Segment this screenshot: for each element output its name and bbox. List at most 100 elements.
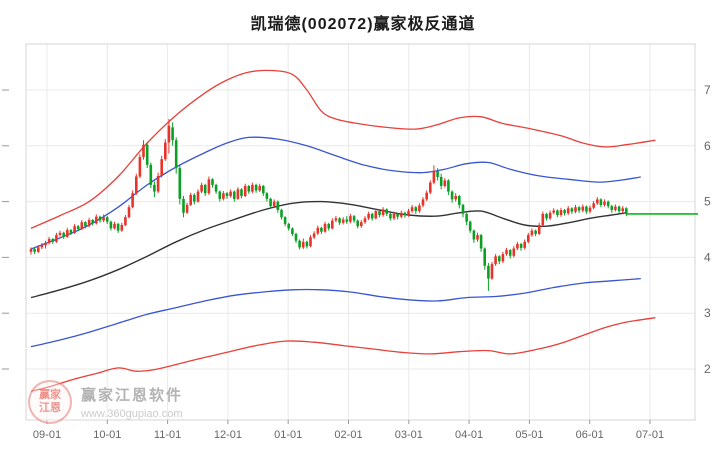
candle	[458, 196, 461, 205]
candle	[439, 177, 443, 186]
candle	[214, 184, 218, 192]
x-axis-label: 07-01	[636, 429, 664, 441]
candle	[392, 213, 396, 219]
candle	[301, 241, 305, 248]
candle	[370, 213, 374, 219]
candle	[138, 157, 142, 177]
candle	[233, 191, 236, 199]
y-axis-label: 4	[704, 250, 711, 264]
candle	[109, 221, 113, 229]
candle	[548, 212, 552, 219]
candle	[563, 210, 566, 214]
candle	[243, 186, 247, 196]
y-axis-label: 5	[704, 195, 711, 209]
plot-border	[25, 43, 696, 421]
candle	[127, 207, 131, 218]
candle	[312, 233, 316, 238]
candle	[76, 226, 80, 229]
candle	[341, 219, 345, 223]
candle	[247, 186, 251, 192]
channel-line-lower_blue	[30, 277, 641, 348]
candle	[454, 196, 457, 200]
channel-line-lower_red	[30, 317, 656, 392]
candle	[519, 244, 523, 248]
candle	[487, 265, 490, 279]
candle	[461, 204, 465, 214]
candle	[320, 227, 323, 232]
candle	[574, 207, 577, 212]
channel-line-middle_black	[30, 200, 627, 299]
candle	[145, 144, 149, 165]
candle	[400, 212, 403, 217]
candle	[207, 179, 211, 194]
candle	[131, 193, 134, 208]
candle	[294, 234, 298, 241]
x-axis-label: 11-01	[154, 429, 181, 441]
candle	[211, 179, 214, 185]
x-axis-label: 04-01	[455, 429, 483, 441]
axis-labels: 2 3 4 5 6 7 09-01 10-01 11-01 12-01 01-01 02-01 03-0…	[33, 83, 711, 441]
y-axis-label: 2	[704, 362, 711, 376]
candle	[581, 206, 585, 211]
candle	[29, 249, 33, 252]
x-axis-label: 02-01	[334, 429, 362, 441]
candle	[570, 208, 574, 212]
candle	[360, 222, 363, 227]
candle	[262, 186, 265, 194]
candle	[621, 208, 624, 212]
candle	[512, 248, 516, 256]
candle	[559, 210, 563, 215]
candle	[73, 226, 76, 233]
candle	[287, 223, 290, 229]
candle	[494, 256, 497, 265]
candle	[432, 170, 436, 183]
candle	[222, 193, 225, 199]
candle	[327, 223, 330, 229]
x-axis-label: 12-01	[214, 429, 242, 441]
candle	[450, 191, 454, 200]
candle	[505, 250, 508, 254]
candle	[414, 207, 418, 212]
candle	[200, 184, 203, 192]
candle	[479, 235, 483, 249]
candle	[545, 213, 548, 219]
candle	[265, 193, 269, 199]
candle	[51, 239, 55, 242]
candle	[385, 209, 388, 214]
x-axis-label: 03-01	[395, 429, 423, 441]
candle	[309, 237, 312, 247]
x-axis-label: 10-01	[93, 429, 121, 441]
candle	[196, 191, 200, 202]
logo-text-bottom: 江恩	[39, 402, 61, 414]
x-axis-label: 05-01	[515, 429, 543, 441]
candle	[537, 225, 541, 234]
candle	[407, 211, 410, 215]
candle	[229, 191, 232, 197]
candle	[323, 223, 327, 232]
candle	[501, 254, 505, 262]
candle	[156, 175, 160, 192]
candle	[552, 210, 555, 213]
candle	[189, 194, 192, 205]
candle	[69, 230, 73, 233]
candle	[465, 213, 468, 222]
candle	[305, 241, 309, 247]
candle	[498, 256, 501, 262]
candle	[338, 218, 341, 223]
candle	[269, 198, 272, 207]
candle	[254, 184, 258, 191]
candle	[523, 241, 526, 248]
candle	[164, 142, 167, 160]
candle	[476, 235, 479, 240]
candle	[577, 207, 581, 211]
candle	[298, 240, 301, 248]
candle	[556, 210, 559, 215]
page-title: 凯瑞德(002072)赢家极反通道	[250, 16, 476, 33]
candle	[436, 170, 439, 177]
candle	[599, 199, 603, 205]
candle	[116, 223, 120, 231]
candle	[124, 217, 127, 225]
candle	[280, 210, 283, 218]
